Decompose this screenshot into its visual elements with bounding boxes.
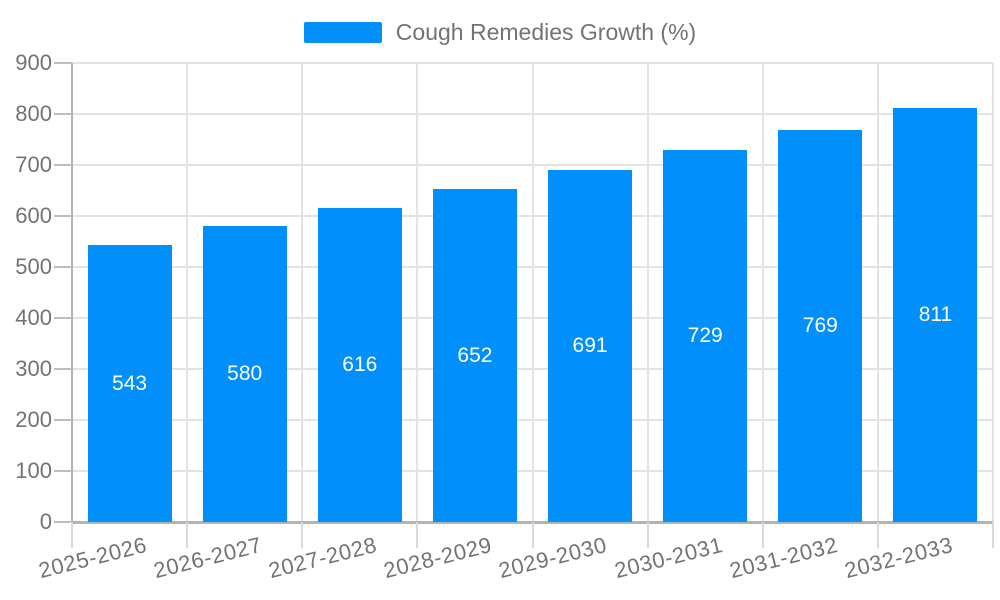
x-axis-tick-label: 2032-2033 — [841, 532, 956, 584]
bar[interactable] — [87, 245, 172, 522]
y-axis-tick-label: 700 — [15, 152, 52, 177]
bar-value-label: 729 — [687, 324, 723, 348]
y-axis-tick — [54, 368, 72, 370]
x-axis-tick-label: 2029-2030 — [496, 532, 610, 584]
x-axis-tick — [301, 522, 304, 548]
y-axis-tick — [54, 113, 72, 115]
bar-value-label: 811 — [918, 303, 953, 327]
bar[interactable] — [893, 108, 978, 522]
x-axis-tick — [876, 522, 879, 548]
bar-value-label: 691 — [572, 333, 608, 357]
gridline-vertical — [416, 63, 419, 522]
gridline-vertical — [646, 63, 649, 522]
y-axis-tick-label: 600 — [15, 203, 52, 228]
y-axis-tick — [54, 317, 72, 319]
bar-value-label: 769 — [802, 313, 838, 337]
y-axis-tick — [54, 521, 72, 523]
y-axis-tick-label: 500 — [15, 254, 52, 279]
gridline-vertical — [992, 63, 994, 522]
x-axis-tick — [71, 522, 73, 548]
x-axis-tick — [992, 522, 994, 548]
legend-marker-swatch — [303, 21, 382, 43]
y-axis-tick — [54, 266, 72, 268]
bar-value-label: 543 — [112, 371, 148, 395]
bar-value-label: 652 — [457, 343, 493, 367]
legend-label: Cough Remedies Growth (%) — [395, 19, 697, 45]
gridline-vertical — [876, 63, 879, 522]
y-axis-tick — [54, 215, 72, 217]
legend[interactable]: Cough Remedies Growth (%) — [0, 10, 1000, 54]
gridline-vertical — [761, 63, 764, 522]
x-axis-tick — [186, 522, 189, 548]
bar[interactable] — [663, 150, 748, 522]
gridline-vertical — [301, 63, 304, 522]
y-axis-tick — [54, 470, 72, 472]
y-axis-tick — [54, 62, 72, 64]
bar-value-label: 580 — [227, 362, 263, 386]
y-axis-tick-label: 0 — [39, 509, 52, 534]
y-axis-tick — [54, 164, 72, 166]
x-axis-tick — [646, 522, 649, 548]
x-axis-tick-label: 2027-2028 — [266, 532, 380, 584]
x-axis-tick-label: 2026-2027 — [151, 532, 265, 584]
y-axis-tick-label: 400 — [15, 305, 52, 330]
bar[interactable] — [202, 226, 287, 522]
bar[interactable] — [432, 189, 517, 522]
bar[interactable] — [548, 169, 633, 522]
x-axis-tick-label: 2030-2031 — [611, 532, 725, 584]
y-axis-tick-label: 900 — [15, 50, 52, 75]
y-axis-tick-label: 300 — [15, 356, 52, 381]
gridline-vertical — [531, 63, 534, 522]
y-axis-line — [71, 63, 73, 522]
bar[interactable] — [778, 129, 863, 522]
y-axis-tick-label: 200 — [15, 407, 52, 432]
x-axis-tick — [761, 522, 764, 548]
x-axis-tick — [416, 522, 419, 548]
bar[interactable] — [317, 207, 402, 522]
x-axis-tick-label: 2031-2032 — [726, 532, 841, 584]
bar-value-label: 616 — [342, 352, 378, 376]
y-axis-tick-label: 100 — [15, 458, 52, 483]
x-axis-tick-label: 2025-2026 — [35, 532, 150, 584]
x-axis-tick-label: 2028-2029 — [381, 532, 495, 584]
y-axis-tick-label: 800 — [15, 101, 52, 126]
y-axis-tick — [54, 419, 72, 421]
x-axis-tick — [531, 522, 534, 548]
gridline-vertical — [186, 63, 189, 522]
